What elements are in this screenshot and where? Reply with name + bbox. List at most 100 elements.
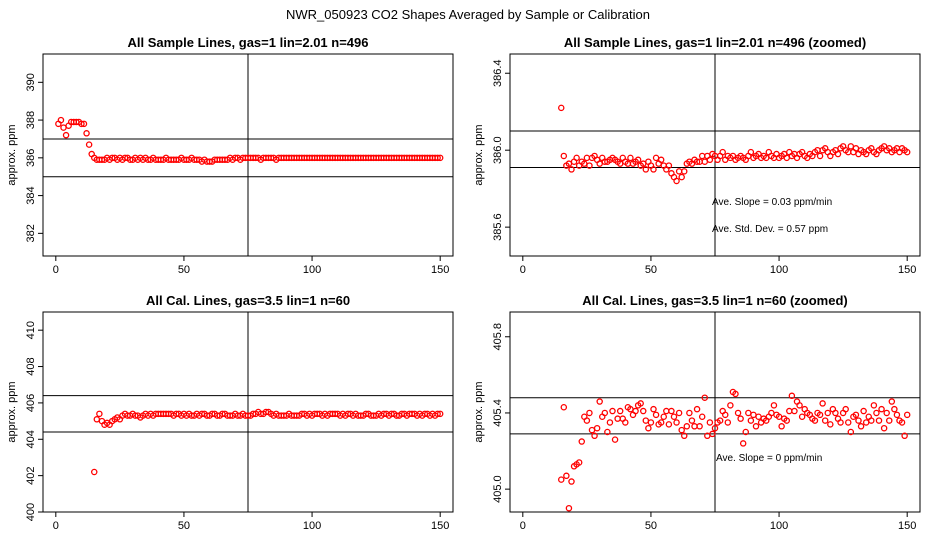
data-point (80, 120, 88, 128)
data-point (709, 430, 716, 438)
data-point (737, 415, 744, 422)
data-point (880, 424, 888, 432)
data-point (819, 400, 826, 407)
data-point (650, 405, 657, 413)
data-point (637, 400, 644, 407)
data-point (673, 177, 680, 185)
data-point (601, 409, 609, 417)
data-point (855, 417, 862, 424)
data-point (745, 409, 752, 417)
data-point (565, 504, 573, 512)
y-tick-label: 408 (25, 357, 37, 375)
data-point (875, 417, 883, 424)
data-point (701, 158, 709, 165)
y-tick-label: 385.6 (492, 213, 504, 241)
data-point (634, 156, 642, 164)
data-point (642, 417, 650, 424)
x-tick-label: 150 (431, 520, 449, 532)
data-point (663, 407, 670, 415)
data-point (903, 411, 911, 419)
data-point (778, 423, 785, 430)
data-point (560, 403, 568, 411)
data-point (62, 131, 70, 139)
panel-title: All Cal. Lines, gas=3.5 lin=1 n=60 (zoom… (582, 293, 848, 308)
y-tick-label: 386 (25, 149, 37, 167)
data-point (678, 173, 685, 181)
data-point (873, 409, 880, 417)
data-point (783, 154, 791, 162)
annotation-text: Ave. Std. Dev. = 0.57 ppm (712, 224, 828, 235)
data-point (681, 432, 688, 440)
data-point (436, 410, 444, 418)
data-point (78, 120, 85, 128)
panel-cal-lines-zoomed: All Cal. Lines, gas=3.5 lin=1 n=60 (zoom… (473, 293, 921, 532)
data-point (688, 417, 696, 424)
data-point (93, 416, 101, 423)
data-point (645, 424, 652, 432)
y-tick-label: 406 (25, 394, 37, 412)
data-point (888, 398, 896, 405)
data-point (862, 419, 870, 426)
y-axis-label: approx. ppm (473, 124, 485, 185)
data-point (609, 407, 616, 415)
data-point (596, 398, 603, 405)
data-point (642, 166, 650, 173)
data-point (652, 154, 660, 162)
data-point (436, 154, 444, 162)
data-point (683, 423, 691, 430)
data-point (845, 419, 852, 426)
panel-title: All Sample Lines, gas=1 lin=2.01 n=496 (128, 35, 369, 50)
data-point (827, 421, 834, 428)
data-point (719, 148, 726, 156)
data-point (701, 394, 709, 401)
data-point (650, 166, 657, 173)
data-point (558, 104, 565, 112)
y-tick-label: 405.8 (492, 323, 504, 351)
data-point (870, 402, 878, 409)
panel-cal-lines: All Cal. Lines, gas=3.5 lin=1 n=60 0 50 100… (6, 293, 454, 532)
data-point (657, 156, 665, 164)
x-tick-label: 100 (770, 264, 788, 276)
data-point (722, 411, 729, 419)
data-point (796, 402, 803, 409)
data-point (681, 168, 688, 175)
data-point (847, 143, 855, 150)
data-point (739, 440, 747, 447)
data-point (83, 130, 90, 137)
data-point (604, 428, 611, 436)
data-point (811, 417, 819, 424)
data-point (665, 162, 673, 169)
data-point (693, 158, 701, 165)
data-point (632, 407, 639, 415)
data-point (742, 428, 750, 436)
data-point (868, 417, 875, 424)
data-point (857, 423, 865, 430)
data-point (622, 419, 629, 426)
data-point (883, 409, 890, 417)
data-point (891, 405, 898, 413)
data-point (614, 415, 621, 422)
data-point (698, 152, 706, 160)
data-point (747, 417, 755, 424)
panel-title: All Cal. Lines, gas=3.5 lin=1 n=60 (146, 293, 350, 308)
data-point (573, 154, 580, 162)
y-tick-label: 386.4 (492, 59, 504, 87)
data-point (788, 392, 796, 400)
data-point (673, 419, 680, 426)
data-point (693, 405, 701, 413)
data-point (678, 426, 685, 434)
data-point (596, 160, 603, 167)
y-tick-label: 384 (25, 186, 37, 204)
data-point (627, 154, 634, 162)
data-point (901, 432, 908, 440)
data-point (575, 459, 583, 466)
x-tick-label: 0 (53, 264, 59, 276)
data-point (593, 424, 601, 432)
data-point (834, 150, 842, 158)
data-point (691, 423, 698, 430)
data-point (783, 417, 791, 424)
data-point (568, 166, 575, 173)
data-point (698, 413, 706, 421)
data-point (583, 154, 591, 162)
y-tick-label: 410 (25, 321, 37, 339)
